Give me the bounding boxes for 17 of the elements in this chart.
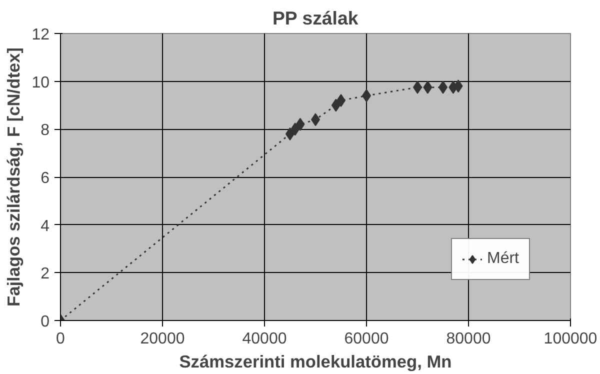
x-tick-label: 80000 xyxy=(446,330,491,348)
x-tick-label: 0 xyxy=(56,330,66,348)
chart-title: PP szálak xyxy=(272,8,359,28)
x-tick-label: 60000 xyxy=(344,330,389,348)
y-tick-label: 12 xyxy=(32,26,50,44)
y-tick-label: 8 xyxy=(40,122,50,140)
x-tick-label: 20000 xyxy=(140,330,185,348)
y-tick-label: 0 xyxy=(40,314,50,330)
x-tick-label: 100000 xyxy=(544,330,598,348)
x-axis-title: Számszerinti molekulatömeg, Mn xyxy=(179,352,452,372)
y-tick-label: 6 xyxy=(40,170,50,187)
y-axis-title: Fajlagos szilárdság, F [cN/dtex] xyxy=(4,47,24,307)
x-tick-label: 40000 xyxy=(242,330,287,348)
legend-label: Mért xyxy=(487,250,519,268)
y-tick-label: 4 xyxy=(40,218,50,235)
y-tick-label: 10 xyxy=(32,74,50,92)
y-tick-label: 2 xyxy=(40,266,50,283)
